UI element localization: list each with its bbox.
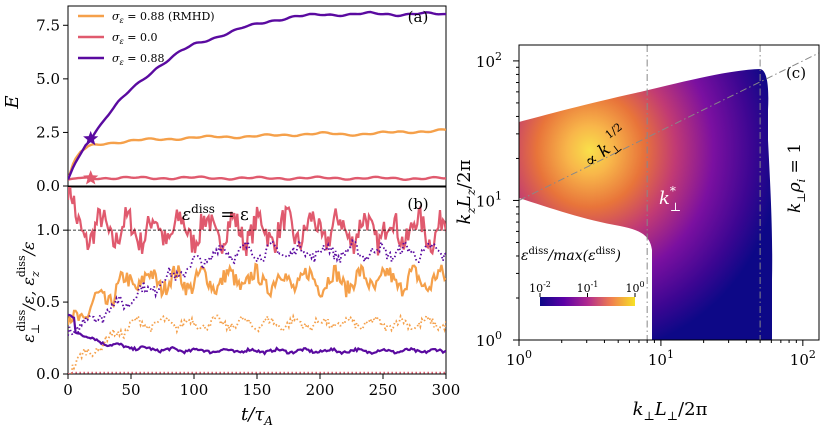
panel-c-tag: (c) bbox=[786, 64, 806, 82]
series-line-b-4 bbox=[70, 313, 446, 374]
panel-b-annotation: εdiss = ε bbox=[182, 202, 249, 225]
b-xtick-label: 300 bbox=[432, 381, 461, 399]
panel-a-ylabel: E bbox=[2, 95, 23, 109]
b-ytick-label: 0.0 bbox=[36, 365, 60, 383]
c-xtick-label: 100 bbox=[506, 348, 532, 369]
power-law-line bbox=[518, 52, 820, 201]
panel-b-series bbox=[68, 187, 446, 374]
b-xtick-label: 200 bbox=[306, 381, 335, 399]
panel-b-yticks: 0.0 0.5 1.0 bbox=[36, 221, 68, 383]
panel-c-xlabel: k⊥L⊥/2π bbox=[633, 399, 708, 423]
panel-b-ylabel: ε⊥diss/ε, εzdiss/ε bbox=[15, 241, 42, 342]
c-xtick-label: 101 bbox=[648, 348, 674, 369]
b-xtick-label: 100 bbox=[180, 381, 209, 399]
b-xtick-label: 250 bbox=[369, 381, 398, 399]
panel-a-series bbox=[68, 10, 446, 182]
series-line-a-1 bbox=[68, 175, 446, 182]
panel-a-legend: σε = 0.88 (RMHD) σε = 0.0 σε = 0.88 bbox=[78, 10, 215, 67]
a-ytick-label: 2.5 bbox=[36, 123, 60, 141]
panel-c-ylabel: kzLz/2π bbox=[454, 159, 478, 224]
b-xtick-label: 50 bbox=[121, 381, 140, 399]
colorbar bbox=[540, 297, 635, 306]
panel-c-xticks: 100 101 102 bbox=[506, 340, 816, 369]
c-ytick-label: 101 bbox=[476, 189, 502, 210]
series-line-a-0 bbox=[68, 128, 446, 180]
a-ytick-label: 7.5 bbox=[36, 16, 60, 34]
panel-a-frame bbox=[67, 5, 447, 187]
panel-b-tag: (b) bbox=[407, 195, 428, 213]
star-marker-1 bbox=[83, 170, 99, 185]
panel-b-xticks: 0 50 100 150 200 250 300 bbox=[63, 374, 460, 399]
kstar-label: k* ⊥ bbox=[659, 184, 681, 214]
kperp-rho-label: k⊥ρi = 1 bbox=[785, 143, 808, 213]
series-line-b-2 bbox=[68, 313, 446, 356]
legend-label: σε = 0.88 (RMHD) bbox=[112, 10, 215, 25]
legend-label: σε = 0.0 bbox=[112, 31, 158, 46]
colorbar-label: εdiss/max(εdiss) bbox=[521, 246, 621, 264]
series-line-b-0 bbox=[68, 187, 446, 257]
a-ytick-label: 5.0 bbox=[36, 70, 60, 88]
panel-a-markers bbox=[83, 130, 99, 185]
legend-label: σε = 0.88 bbox=[112, 52, 165, 67]
b-ytick-label: 1.0 bbox=[36, 221, 60, 239]
panel-a: 0.02.55.07.5 (a) E σε = 0.88 (RMHD)σε = … bbox=[2, 5, 447, 195]
c-ytick-label: 102 bbox=[476, 50, 502, 71]
series-line-a-2 bbox=[68, 10, 446, 181]
star-marker-0 bbox=[83, 130, 99, 146]
b-xtick-label: 150 bbox=[243, 381, 272, 399]
c-ytick-label: 100 bbox=[476, 329, 502, 350]
cb-tick-label: 10-2 bbox=[529, 280, 551, 295]
b-ytick-label: 0.5 bbox=[36, 293, 60, 311]
panel-b-xlabel: t/τA bbox=[241, 404, 273, 428]
series-line-b-1 bbox=[68, 262, 446, 326]
b-xtick-label: 0 bbox=[63, 381, 73, 399]
cb-tick-label: 100 bbox=[625, 280, 644, 295]
series-line-b-3 bbox=[68, 237, 446, 337]
dissipation-heatmap bbox=[519, 69, 773, 340]
a-ytick-label: 0.0 bbox=[36, 177, 60, 195]
panel-a-yticks: 0.0 2.5 5.0 7.5 bbox=[36, 16, 68, 195]
panel-a-tag: (a) bbox=[408, 8, 429, 26]
panel-b: 0.0 0.5 1.0 0 50 100 150 200 250 300 (b) εdiss =… bbox=[15, 186, 460, 428]
c-xtick-label: 102 bbox=[790, 348, 816, 369]
panel-c-frame bbox=[518, 44, 820, 341]
colorbar-ticks: 10-2 10-1 100 bbox=[529, 280, 645, 297]
cb-tick-label: 10-1 bbox=[577, 280, 599, 295]
panel-c-yticks: 100 101 102 bbox=[476, 50, 519, 350]
